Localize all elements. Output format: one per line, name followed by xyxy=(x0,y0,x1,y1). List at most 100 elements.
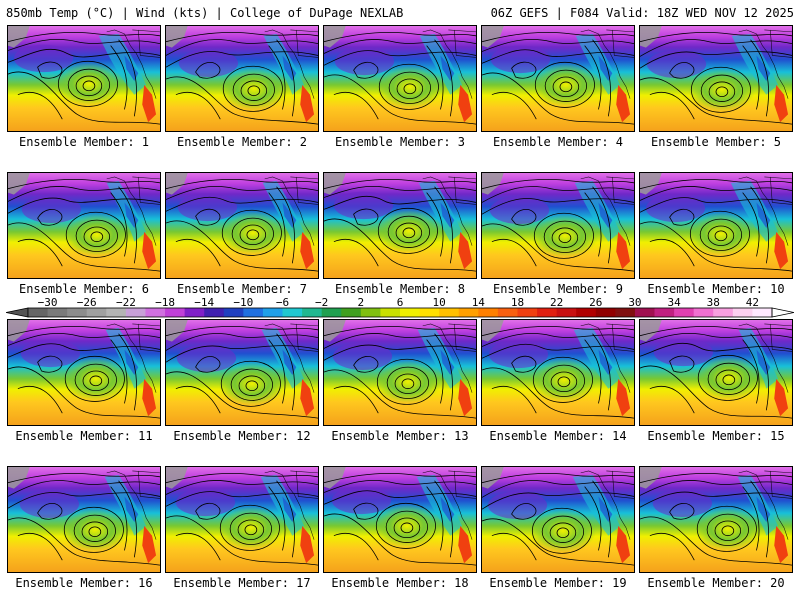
ensemble-member-map-7 xyxy=(165,172,319,279)
ensemble-member-label: Ensemble Member: 1 xyxy=(18,135,150,149)
run-valid-time: 06Z GEFS | F084 Valid: 18Z WED NOV 12 20… xyxy=(490,6,794,20)
colorbar-segment xyxy=(165,308,186,317)
ensemble-member-label: Ensemble Member: 18 xyxy=(331,576,469,590)
colorbar-tick-label: 42 xyxy=(746,298,759,309)
ensemble-member-label: Ensemble Member: 2 xyxy=(176,135,308,149)
colorbar-tick-label: 30 xyxy=(628,298,641,309)
ensemble-member-label: Ensemble Member: 9 xyxy=(492,282,624,296)
colorbar-segment xyxy=(752,308,773,317)
colorbar-segment xyxy=(321,308,342,317)
colorbar-segment xyxy=(28,308,48,317)
ensemble-member-label: Ensemble Member: 3 xyxy=(334,135,466,149)
colorbar-tick-label: −30 xyxy=(38,298,58,309)
colorbar-segment xyxy=(204,308,225,317)
ensemble-member-map-5 xyxy=(639,25,793,132)
colorbar-segment xyxy=(713,308,734,317)
ensemble-member-label: Ensemble Member: 7 xyxy=(176,282,308,296)
colorbar-tick-label: 14 xyxy=(472,298,486,309)
colorbar-segment xyxy=(517,308,538,317)
ensemble-member-label: Ensemble Member: 16 xyxy=(15,576,153,590)
ensemble-member-label: Ensemble Member: 19 xyxy=(489,576,627,590)
ensemble-member-label: Ensemble Member: 13 xyxy=(331,429,469,443)
ensemble-member-map-6 xyxy=(7,172,161,279)
colorbar-segment xyxy=(400,308,420,317)
colorbar-tick-label: −18 xyxy=(155,298,175,309)
ensemble-member-map-3 xyxy=(323,25,477,132)
ensemble-member-map-19 xyxy=(481,466,635,573)
colorbar-segment xyxy=(478,308,499,317)
ensemble-member-label: Ensemble Member: 20 xyxy=(647,576,785,590)
colorbar-segment xyxy=(106,308,127,317)
colorbar-segment xyxy=(576,308,597,317)
colorbar-tick-label: −22 xyxy=(116,298,136,309)
ensemble-member-label: Ensemble Member: 17 xyxy=(173,576,311,590)
colorbar-tick-label: −2 xyxy=(315,298,328,309)
colorbar-segment xyxy=(243,308,264,317)
temperature-colorbar: −30 −26 −22 −18 −14 −10 −6 −2 2 6 10 14 18 22 26 30 34 38… xyxy=(6,298,794,318)
colorbar-segment xyxy=(341,308,362,317)
colorbar-segment xyxy=(223,308,244,317)
colorbar-segment xyxy=(360,308,381,317)
colorbar-segment xyxy=(419,308,440,317)
colorbar-segment xyxy=(47,308,68,317)
ensemble-member-label: Ensemble Member: 15 xyxy=(647,429,785,443)
colorbar-segment xyxy=(282,308,303,317)
colorbar-high-arrow xyxy=(771,307,794,318)
colorbar-segment xyxy=(595,308,616,317)
colorbar-tick-label: 2 xyxy=(358,298,365,309)
ensemble-member-label: Ensemble Member: 5 xyxy=(650,135,782,149)
ensemble-member-map-15 xyxy=(639,319,793,426)
ensemble-member-map-12 xyxy=(165,319,319,426)
ensemble-member-map-16 xyxy=(7,466,161,573)
colorbar-segment xyxy=(439,308,460,317)
ensemble-member-label: Ensemble Member: 8 xyxy=(334,282,466,296)
chart-title: 850mb Temp (°C) | Wind (kts) | College o… xyxy=(6,6,404,20)
ensemble-member-label: Ensemble Member: 14 xyxy=(489,429,627,443)
colorbar-tick-label: −10 xyxy=(233,298,253,309)
colorbar-segment xyxy=(145,308,166,317)
colorbar-segment xyxy=(674,308,695,317)
colorbar-outline xyxy=(27,307,773,318)
colorbar-segment xyxy=(693,308,714,317)
ensemble-member-map-2 xyxy=(165,25,319,132)
colorbar-segment xyxy=(67,308,88,317)
colorbar-segment xyxy=(634,308,655,317)
colorbar-segment xyxy=(537,308,558,317)
colorbar-segment xyxy=(86,308,107,317)
ensemble-member-map-17 xyxy=(165,466,319,573)
ensemble-member-map-11 xyxy=(7,319,161,426)
colorbar-segment xyxy=(732,308,753,317)
ensemble-member-label: Ensemble Member: 10 xyxy=(647,282,785,296)
colorbar-tick-label: −14 xyxy=(194,298,214,309)
colorbar-segment xyxy=(302,308,323,317)
ensemble-member-map-18 xyxy=(323,466,477,573)
colorbar-tick-label: 22 xyxy=(550,298,563,309)
colorbar-segment xyxy=(458,308,479,317)
colorbar-tick-label: 6 xyxy=(397,298,404,309)
ensemble-member-map-10 xyxy=(639,172,793,279)
colorbar-tick-label: −26 xyxy=(77,298,97,309)
colorbar-tick-label: 26 xyxy=(589,298,602,309)
ensemble-member-label: Ensemble Member: 4 xyxy=(492,135,624,149)
ensemble-member-map-14 xyxy=(481,319,635,426)
ensemble-member-map-8 xyxy=(323,172,477,279)
colorbar-tick-label: −6 xyxy=(276,298,289,309)
ensemble-member-map-13 xyxy=(323,319,477,426)
ensemble-member-map-4 xyxy=(481,25,635,132)
colorbar-segment xyxy=(184,308,205,317)
colorbar-segment xyxy=(556,308,577,317)
ensemble-member-map-9 xyxy=(481,172,635,279)
ensemble-member-map-20 xyxy=(639,466,793,573)
colorbar-tick-label: 18 xyxy=(511,298,524,309)
colorbar-segment xyxy=(125,308,146,317)
colorbar-tick-label: 34 xyxy=(667,298,681,309)
colorbar-segment xyxy=(380,308,401,317)
ensemble-member-map-1 xyxy=(7,25,161,132)
colorbar-segment xyxy=(654,308,675,317)
ensemble-member-label: Ensemble Member: 6 xyxy=(18,282,150,296)
colorbar-tick-label: 38 xyxy=(707,298,720,309)
colorbar-segment xyxy=(615,308,636,317)
colorbar-tick-label: 10 xyxy=(433,298,446,309)
ensemble-member-label: Ensemble Member: 12 xyxy=(173,429,311,443)
colorbar-segment xyxy=(262,308,283,317)
